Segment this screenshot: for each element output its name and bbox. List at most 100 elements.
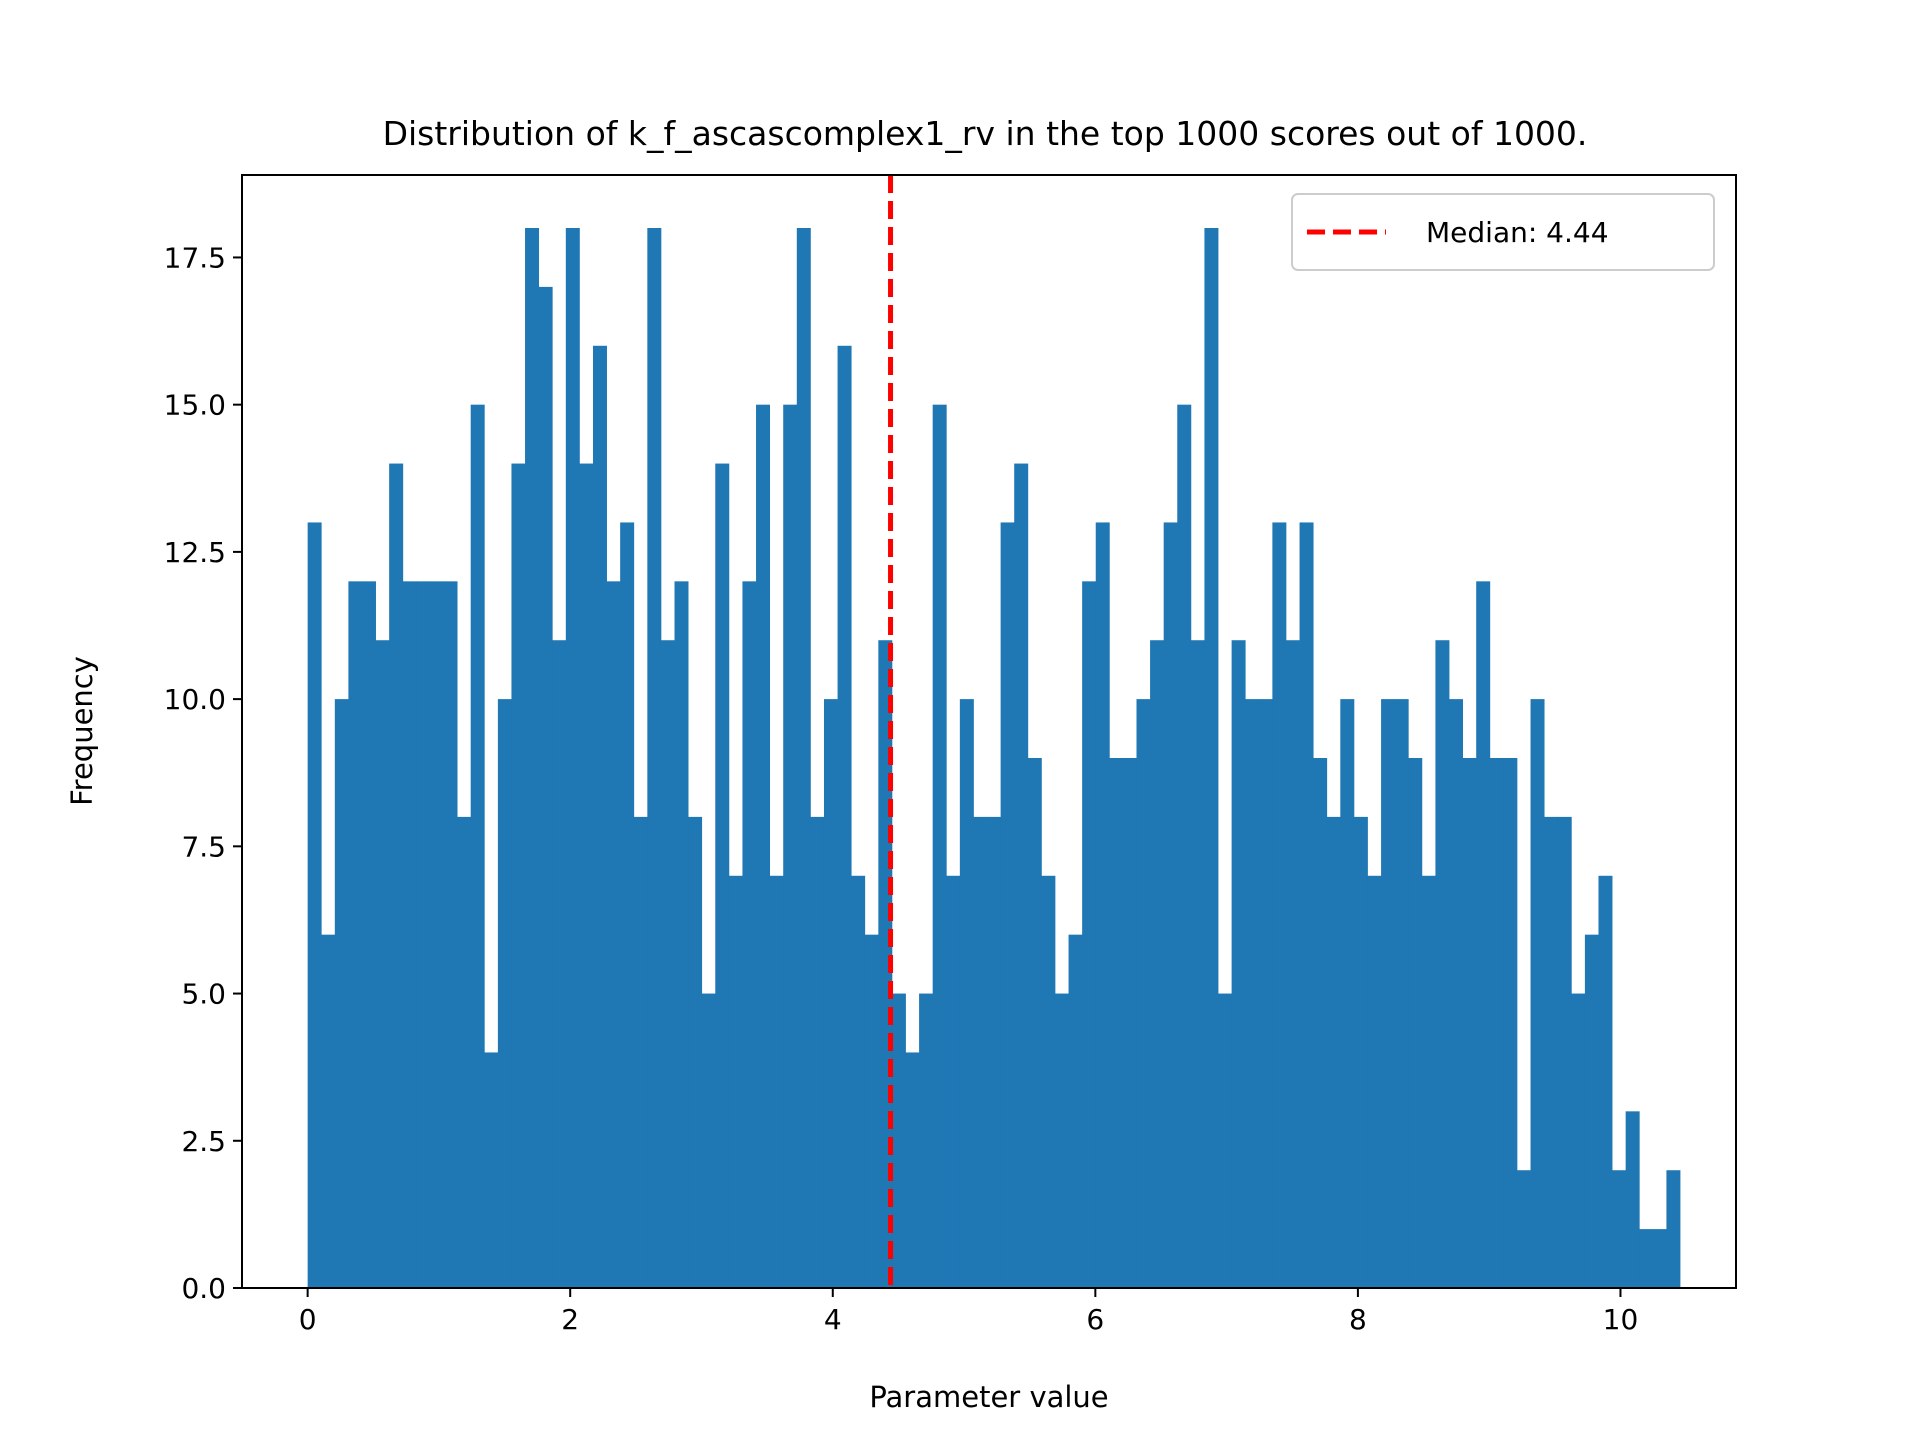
histogram-bar [1190,640,1205,1288]
histogram-bar [1326,816,1341,1288]
histogram-bar [1027,758,1042,1288]
histogram-bar [1639,1229,1654,1288]
histogram-bar [728,875,743,1288]
histogram-bar [1245,699,1260,1288]
histogram-bar [1313,758,1328,1288]
histogram-bar [1544,816,1559,1288]
histogram-bar [1258,699,1273,1288]
histogram-bar [361,581,376,1288]
histogram-bar [1177,404,1192,1289]
x-axis-label: Parameter value [869,1380,1108,1414]
legend-median-label: Median: 4.44 [1426,216,1609,249]
histogram-bar [1272,522,1287,1288]
histogram-bar [1652,1229,1667,1288]
histogram-bar [1476,581,1491,1288]
histogram-bar [484,1052,499,1288]
x-tick-label: 10 [1603,1303,1639,1336]
histogram-bar [579,463,594,1288]
histogram-bar [1231,640,1246,1288]
histogram-bar [1082,581,1097,1288]
histogram-bar [497,699,512,1288]
x-axis: 0 2 4 6 8 10 [299,1288,1639,1336]
histogram-bar [1136,699,1151,1288]
histogram-bar [1530,699,1545,1288]
histogram-bar [375,640,390,1288]
y-tick-label: 0.0 [181,1272,226,1305]
histogram-bar [552,640,567,1288]
histogram-bar [1204,228,1219,1288]
histogram-bar [1462,758,1477,1288]
y-tick-label: 17.5 [164,241,226,274]
histogram-bar [1299,522,1314,1288]
histogram-bar [946,875,961,1288]
histogram-bar [592,345,607,1288]
histogram-bar [796,228,811,1288]
histogram-bar [1557,816,1572,1288]
histogram-bar [1218,993,1233,1288]
histogram-bar [1014,463,1029,1288]
histogram-bar [1571,993,1586,1288]
histogram-bar [1598,875,1613,1288]
histogram-bar [1516,1170,1531,1288]
histogram-bar [1584,934,1599,1288]
histogram-bar [565,228,580,1288]
histogram-bar [525,228,540,1288]
histogram-bar [1109,758,1124,1288]
histogram-bar [1449,699,1464,1288]
histogram-bar [1000,522,1015,1288]
y-tick-label: 5.0 [181,978,226,1011]
histogram-bar [660,640,675,1288]
histogram-bar [606,581,621,1288]
histogram-bar [1666,1170,1681,1288]
histogram-bar [633,816,648,1288]
histogram-bar [321,934,336,1288]
histogram-bar [538,286,553,1288]
histogram-bar [1408,758,1423,1288]
histogram-bar [932,404,947,1289]
histogram-bar [1503,758,1518,1288]
x-tick-label: 4 [824,1303,842,1336]
histogram-bar [647,228,662,1288]
histogram-bar [1340,699,1355,1288]
histogram-bar [389,463,404,1288]
histogram-bar [823,699,838,1288]
histogram-bar [919,993,934,1288]
histogram-bar [511,463,526,1288]
y-tick-label: 7.5 [181,830,226,863]
histogram-bar [1435,640,1450,1288]
y-tick-label: 15.0 [164,389,226,422]
chart-title: Distribution of k_f_ascascomplex1_rv in … [383,114,1588,153]
histogram-bar [837,345,852,1288]
y-axis-label: Frequency [65,656,99,806]
histogram-bar [1041,875,1056,1288]
histogram-bar [1421,875,1436,1288]
histogram-bar [620,522,635,1288]
histogram-bar [1394,699,1409,1288]
histogram-bar [1095,522,1110,1288]
y-axis: 0.0 2.5 5.0 7.5 10.0 12.5 15.0 17.5 [164,241,242,1305]
histogram-bar [891,993,906,1288]
plot-frame [241,174,1737,1289]
histogram-bar [1353,816,1368,1288]
histogram-bar [715,463,730,1288]
histogram-bar [1163,522,1178,1288]
histogram-bar [1367,875,1382,1288]
histogram-bar [851,875,866,1288]
histogram-bar [402,581,417,1288]
histogram-bar [1612,1170,1627,1288]
histogram-bar [756,404,771,1289]
x-tick-label: 2 [561,1303,579,1336]
histogram-bar [348,581,363,1288]
legend: Median: 4.44 [1291,193,1715,271]
histogram-bar [1285,640,1300,1288]
y-tick-label: 12.5 [164,536,226,569]
x-tick-label: 8 [1349,1303,1367,1336]
histogram-bar [1489,758,1504,1288]
histogram-bar [334,699,349,1288]
histogram-bar [470,404,485,1289]
histogram-bar [905,1052,920,1288]
histogram-bar [1381,699,1396,1288]
histogram-bar [973,816,988,1288]
x-tick-label: 6 [1086,1303,1104,1336]
